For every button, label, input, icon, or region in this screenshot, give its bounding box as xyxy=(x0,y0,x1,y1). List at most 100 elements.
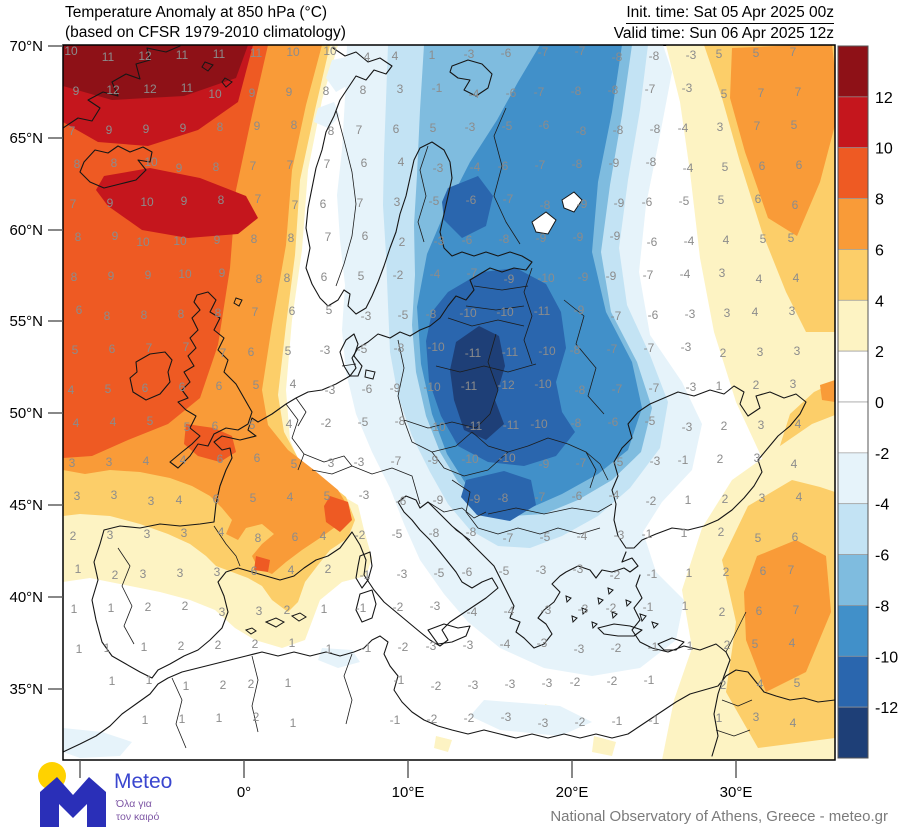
grid-value: -2 xyxy=(431,679,442,693)
grid-value: 7 xyxy=(754,119,761,133)
scandinavia-baltic-coast xyxy=(305,47,533,377)
grid-value: 6 xyxy=(321,270,328,284)
grid-value: 2 xyxy=(252,637,259,651)
grid-value: -5 xyxy=(540,530,551,544)
grid-value: 7 xyxy=(69,124,76,138)
grid-value: 4 xyxy=(73,416,80,430)
grid-value: 4 xyxy=(218,525,225,539)
grid-value: 5 xyxy=(716,47,723,61)
grid-value: -6 xyxy=(572,489,583,503)
grid-value: -2 xyxy=(393,268,404,282)
grid-value: 1 xyxy=(290,716,297,730)
grid-value: 3 xyxy=(719,266,726,280)
grid-value: 2 xyxy=(720,678,727,692)
meteo-logo[interactable] xyxy=(26,760,256,829)
grid-value: 6 xyxy=(759,159,766,173)
grid-value: 3 xyxy=(148,494,155,508)
grid-value: 12 xyxy=(138,49,152,63)
grid-value: -8 xyxy=(540,198,551,212)
grid-value: -2 xyxy=(355,528,366,542)
grid-value: 6 xyxy=(320,197,327,211)
grid-value: -3 xyxy=(578,602,589,616)
grid-value: 7 xyxy=(255,192,262,206)
grid-value: 1 xyxy=(216,711,223,725)
grid-value: -10 xyxy=(530,417,548,431)
grid-value: 7 xyxy=(252,305,259,319)
logo-wordmark[interactable]: Meteo xyxy=(114,770,173,793)
grid-value: 1 xyxy=(686,566,693,580)
grid-value: 8 xyxy=(323,84,330,98)
grid-value: 5 xyxy=(253,378,260,392)
grid-value: -3 xyxy=(536,563,547,577)
grid-value: -9 xyxy=(606,269,617,283)
grid-value: -10 xyxy=(459,306,477,320)
grid-value: -7 xyxy=(503,192,514,206)
grid-value: -6 xyxy=(498,159,509,173)
grid-value: 5 xyxy=(324,489,331,503)
grid-value: 3 xyxy=(177,566,184,580)
grid-value: -9 xyxy=(609,156,620,170)
grid-value: -5 xyxy=(392,527,403,541)
grid-value: 3 xyxy=(328,456,335,470)
grid-value: -8 xyxy=(499,232,510,246)
grid-value: 3 xyxy=(111,488,118,502)
grid-value: 4 xyxy=(723,233,730,247)
anatolia-levant-coast xyxy=(631,574,731,757)
grid-value: -7 xyxy=(467,266,478,280)
ireland-coast xyxy=(129,351,173,401)
grid-value: -6 xyxy=(608,415,619,429)
grid-value: -3 xyxy=(465,120,476,134)
grid-value: 1 xyxy=(687,639,694,653)
grid-value: 9 xyxy=(176,161,183,175)
grid-value: 3 xyxy=(106,455,113,469)
grid-value: 9 xyxy=(143,122,150,136)
lat-tick-label: 50°N xyxy=(9,405,43,422)
grid-value: 5 xyxy=(184,420,191,434)
grid-value: -3 xyxy=(682,420,693,434)
grid-value: -9 xyxy=(539,457,550,471)
grid-value: -2 xyxy=(575,715,586,729)
grid-value: -3 xyxy=(538,716,549,730)
grid-value: -1 xyxy=(642,527,653,541)
greenland-coast xyxy=(63,45,181,129)
credit-text[interactable]: National Observatory of Athens, Greece -… xyxy=(550,808,888,825)
lon-tick-label: 10°E xyxy=(392,784,425,801)
logo-tagline: Όλα για τον καιρό xyxy=(116,798,160,824)
grid-value: -10 xyxy=(496,305,514,319)
grid-value: -9 xyxy=(578,270,589,284)
grid-value: -6 xyxy=(539,118,550,132)
aegean-islands xyxy=(565,587,659,630)
grid-value: 5 xyxy=(291,457,298,471)
grid-value: -6 xyxy=(506,86,517,100)
grid-value: -8 xyxy=(613,123,624,137)
grid-value: -7 xyxy=(575,44,586,58)
grid-value: -11 xyxy=(503,418,520,432)
grid-value: -3 xyxy=(537,636,548,650)
grid-value: 11 xyxy=(102,50,115,64)
grid-value: -1 xyxy=(361,641,372,655)
grid-value: 4 xyxy=(68,383,75,397)
grid-value: -4 xyxy=(467,605,478,619)
grid-value: -4 xyxy=(609,488,620,502)
grid-value: -5 xyxy=(645,414,656,428)
lon-tick-label: 30°E xyxy=(720,784,753,801)
colorbar-segment xyxy=(837,503,869,555)
lat-tick-label: 60°N xyxy=(9,222,43,239)
grid-value: -7 xyxy=(643,268,654,282)
grid-value: -2 xyxy=(646,494,657,508)
grid-value: 6 xyxy=(213,492,220,506)
grid-value: -6 xyxy=(642,195,653,209)
grid-value: 5 xyxy=(760,232,767,246)
grid-value: -5 xyxy=(434,566,445,580)
grid-value: -8 xyxy=(575,383,586,397)
grid-value: 2 xyxy=(719,605,726,619)
colorbar-tick-label: 8 xyxy=(875,192,884,209)
grid-value: 7 xyxy=(357,196,364,210)
grid-value: -3 xyxy=(542,676,553,690)
grid-value: -8 xyxy=(608,83,619,97)
colorbar-segment xyxy=(837,452,869,505)
logo-m-icon xyxy=(40,777,106,827)
grid-value: 3 xyxy=(759,491,766,505)
grid-value: 7 xyxy=(758,86,765,100)
grid-value: -7 xyxy=(503,531,514,545)
